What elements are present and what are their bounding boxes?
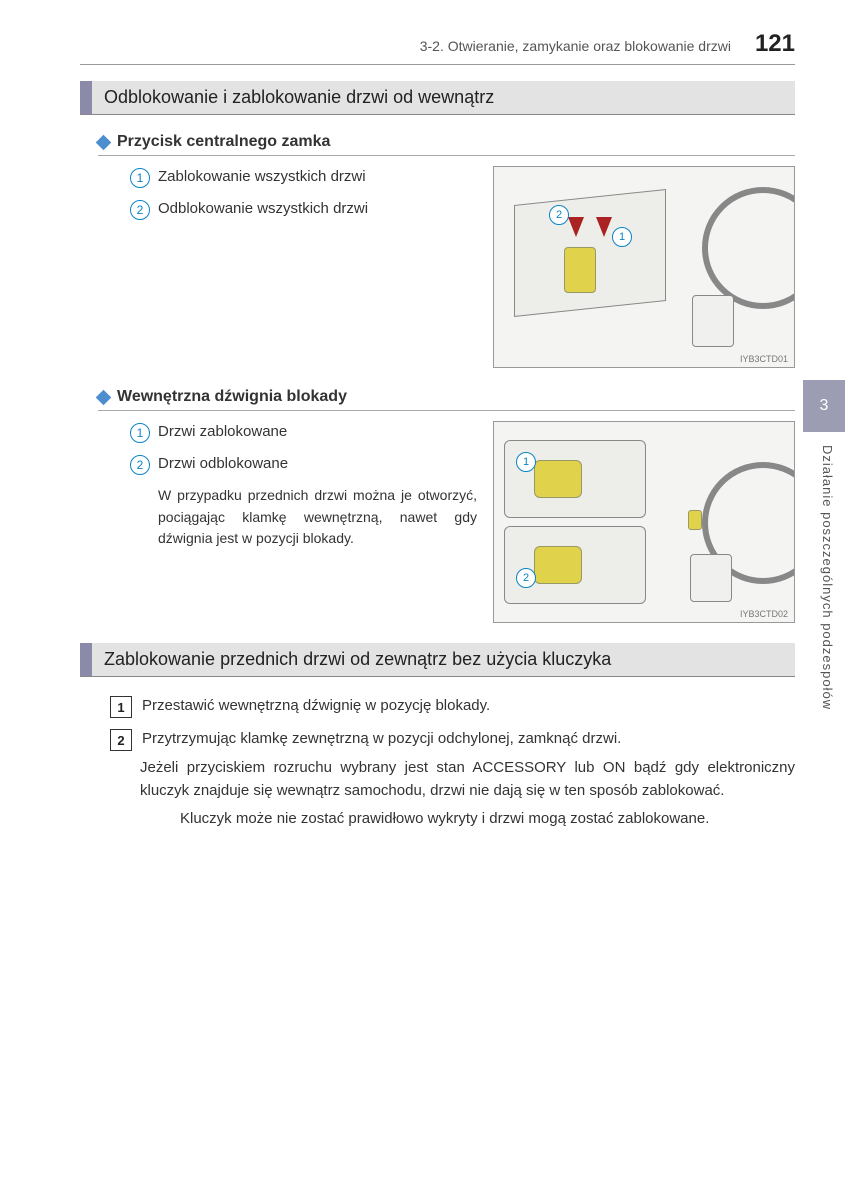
arrow-down-icon [596,217,612,237]
illustration-ref: IYB3CTD02 [740,609,788,619]
note-paragraph: W przypadku przednich drzwi można je otw… [158,485,477,550]
section-title: Zablokowanie przednich drzwi od zewnątrz… [92,643,623,676]
breadcrumb: 3-2. Otwieranie, zamykanie oraz blokowan… [420,38,731,54]
boxed-number-icon: 2 [110,729,132,751]
list-item: 2 Odblokowanie wszystkich drzwi [130,198,477,220]
subsection-title: Przycisk centralnego zamka [117,133,330,151]
callout-2: 2 [516,568,536,588]
item-text: Odblokowanie wszystkich drzwi [158,198,368,219]
boxed-number-icon: 1 [110,696,132,718]
subsection-title: Wewnętrzna dźwignia blokady [117,388,347,406]
step-text: Przestawić wewnętrzną dźwignię w pozycję… [142,695,490,717]
circled-number-icon: 1 [130,423,150,443]
item-text: Drzwi zablokowane [158,421,287,442]
callout-2: 2 [549,205,569,225]
diamond-bullet [96,134,112,150]
subsection-heading: Wewnętrzna dźwignia blokady [98,388,795,411]
chapter-vertical-label: Działanie poszczególnych podzespołów [820,445,835,710]
section-heading-2: Zablokowanie przednich drzwi od zewnątrz… [80,643,795,677]
step-item: 2 Przytrzymując klamkę zewnętrzną w pozy… [110,728,795,751]
step-item: 1 Przestawić wewnętrzną dźwignię w pozyc… [110,695,795,718]
callout-1: 1 [516,452,536,472]
illustration-lock-switch: 2 1 IYB3CTD01 [493,166,795,368]
content-row: 1 Drzwi zablokowane 2 Drzwi odblokowane … [130,421,795,623]
list-item: 1 Drzwi zablokowane [130,421,477,443]
content-row: 1 Zablokowanie wszystkich drzwi 2 Odblok… [130,166,795,368]
illustration-ref: IYB3CTD01 [740,354,788,364]
circled-number-icon: 2 [130,455,150,475]
step-text: Przytrzymując klamkę zewnętrzną w pozycj… [142,728,621,750]
circled-number-icon: 1 [130,168,150,188]
circled-number-icon: 2 [130,200,150,220]
arrow-down-icon [568,217,584,237]
section-heading-1: Odblokowanie i zablokowanie drzwi od wew… [80,81,795,115]
subsection-heading: Przycisk centralnego zamka [98,133,795,156]
accent-bar [80,643,92,676]
page-header: 3-2. Otwieranie, zamykanie oraz blokowan… [80,30,795,65]
chapter-number: 3 [820,397,829,415]
chapter-tab: 3 [803,380,845,432]
body-paragraph-indent: Kluczyk może nie zostać prawidłowo wykry… [180,808,775,831]
body-paragraph: Jeżeli przyciskiem rozruchu wybrany jest… [140,757,795,802]
section-title: Odblokowanie i zablokowanie drzwi od wew… [92,81,506,114]
list-item: 1 Zablokowanie wszystkich drzwi [130,166,477,188]
list-item: 2 Drzwi odblokowane [130,453,477,475]
item-text: Zablokowanie wszystkich drzwi [158,166,366,187]
diamond-bullet [96,389,112,405]
page-number: 121 [755,30,795,58]
callout-1: 1 [612,227,632,247]
item-text: Drzwi odblokowane [158,453,288,474]
illustration-door-lever: 1 2 IYB3CTD02 [493,421,795,623]
accent-bar [80,81,92,114]
